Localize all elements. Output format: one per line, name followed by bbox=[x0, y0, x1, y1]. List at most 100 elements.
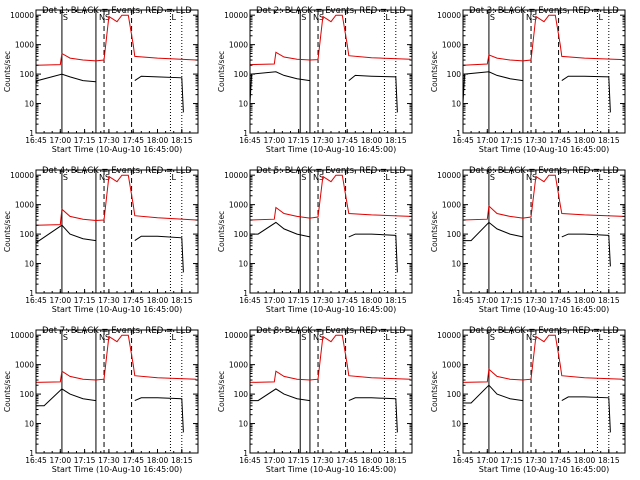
annotation-mark: N bbox=[99, 333, 105, 342]
x-tick-label: 18:15 bbox=[171, 296, 193, 305]
x-tick-label: 18:00 bbox=[147, 136, 169, 145]
y-tick-label: 10000 bbox=[437, 171, 461, 180]
series-line-events bbox=[250, 221, 398, 273]
x-tick-label: 17:45 bbox=[122, 456, 144, 465]
series-line-events bbox=[249, 71, 398, 113]
x-tick-label: 17:15 bbox=[74, 296, 96, 305]
annotation-mark: N bbox=[313, 173, 319, 182]
series-line-lld bbox=[249, 334, 411, 383]
x-tick-label: 17:00 bbox=[49, 296, 71, 305]
annotation-mark: S bbox=[532, 13, 537, 22]
y-tick-label: 100 bbox=[234, 70, 249, 79]
y-tick-label: 1000 bbox=[229, 41, 248, 50]
x-tick-label: 18:00 bbox=[147, 456, 169, 465]
series-line-lld bbox=[462, 334, 624, 383]
x-tick-label: 17:45 bbox=[549, 456, 571, 465]
x-tick-label: 17:00 bbox=[476, 296, 498, 305]
x-tick-label: 18:15 bbox=[598, 136, 620, 145]
y-tick-label: 1000 bbox=[229, 201, 248, 210]
plot-frame bbox=[462, 169, 626, 294]
y-tick-label: 10 bbox=[451, 100, 461, 109]
y-tick-label: 1 bbox=[456, 129, 461, 138]
x-tick-label: 18:00 bbox=[361, 136, 383, 145]
x-tick-label: 18:00 bbox=[147, 296, 169, 305]
annotation-mark: L bbox=[385, 13, 390, 22]
annotation-mark: N bbox=[313, 333, 319, 342]
x-axis-label: Start Time (10-Aug-10 16:45:00) bbox=[52, 305, 183, 314]
x-tick-label: 17:15 bbox=[501, 456, 523, 465]
x-tick-label: 18:15 bbox=[385, 136, 407, 145]
x-tick-label: 16:45 bbox=[25, 296, 47, 305]
y-tick-label: 100 bbox=[447, 230, 462, 239]
annotation-mark: S bbox=[490, 13, 495, 22]
x-tick-label: 18:15 bbox=[385, 456, 407, 465]
y-tick-label: 1 bbox=[456, 289, 461, 298]
y-tick-label: 10000 bbox=[224, 11, 248, 20]
y-axis-label: Counts/sec bbox=[430, 51, 439, 92]
series-line-events bbox=[462, 71, 611, 113]
y-axis-label: Counts/sec bbox=[3, 211, 12, 252]
annotation-mark: N bbox=[526, 13, 532, 22]
x-tick-label: 17:45 bbox=[336, 136, 358, 145]
annotation-mark: S bbox=[63, 173, 68, 182]
y-tick-label: 1000 bbox=[15, 41, 34, 50]
y-tick-label: 100 bbox=[20, 230, 35, 239]
y-tick-label: 10 bbox=[24, 100, 34, 109]
x-axis-label: Start Time (10-Aug-10 16:45:00) bbox=[479, 465, 610, 474]
x-tick-label: 18:15 bbox=[598, 456, 620, 465]
annotation-mark: S bbox=[532, 173, 537, 182]
y-tick-label: 1 bbox=[243, 289, 248, 298]
x-tick-label: 18:00 bbox=[574, 296, 596, 305]
annotation-mark: S bbox=[105, 13, 110, 22]
x-tick-label: 17:15 bbox=[501, 136, 523, 145]
series-line-lld bbox=[249, 174, 411, 221]
annotation-mark: S bbox=[105, 173, 110, 182]
x-tick-label: 18:00 bbox=[361, 296, 383, 305]
annotation-mark: S bbox=[301, 173, 306, 182]
y-tick-label: 10000 bbox=[437, 11, 461, 20]
y-tick-label: 1 bbox=[243, 129, 248, 138]
x-tick-label: 18:00 bbox=[574, 136, 596, 145]
series-line-lld bbox=[35, 334, 197, 383]
series-line-lld bbox=[35, 174, 197, 226]
y-axis-label: Counts/sec bbox=[3, 371, 12, 412]
y-tick-label: 10000 bbox=[224, 331, 248, 340]
y-tick-label: 10000 bbox=[10, 11, 34, 20]
annotation-mark: L bbox=[598, 333, 603, 342]
x-tick-label: 17:30 bbox=[312, 456, 334, 465]
x-tick-label: 18:15 bbox=[171, 456, 193, 465]
y-tick-label: 10 bbox=[238, 260, 248, 269]
x-tick-label: 16:45 bbox=[25, 136, 47, 145]
x-axis-label: Start Time (10-Aug-10 16:45:00) bbox=[266, 465, 397, 474]
annotation-mark: L bbox=[171, 333, 176, 342]
annotation-mark: N bbox=[313, 13, 319, 22]
x-tick-label: 17:45 bbox=[549, 296, 571, 305]
x-tick-label: 16:45 bbox=[452, 136, 474, 145]
y-axis-label: Counts/sec bbox=[217, 51, 226, 92]
annotation-mark: S bbox=[319, 333, 324, 342]
y-tick-label: 10000 bbox=[10, 171, 34, 180]
plot-frame bbox=[35, 169, 199, 294]
y-tick-label: 1 bbox=[29, 289, 34, 298]
x-tick-label: 18:15 bbox=[385, 296, 407, 305]
x-tick-label: 18:00 bbox=[361, 456, 383, 465]
series-line-events bbox=[36, 388, 184, 433]
annotation-mark: N bbox=[99, 173, 105, 182]
x-tick-label: 17:45 bbox=[336, 296, 358, 305]
annotation-mark: S bbox=[319, 173, 324, 182]
annotation-mark: S bbox=[63, 333, 68, 342]
y-tick-label: 1000 bbox=[15, 361, 34, 370]
series-line-lld bbox=[462, 14, 624, 66]
x-tick-label: 17:30 bbox=[98, 456, 120, 465]
y-tick-label: 10 bbox=[238, 100, 248, 109]
series-line-events bbox=[463, 221, 611, 267]
y-tick-label: 10000 bbox=[437, 331, 461, 340]
x-tick-label: 18:00 bbox=[574, 456, 596, 465]
x-tick-label: 17:30 bbox=[525, 456, 547, 465]
